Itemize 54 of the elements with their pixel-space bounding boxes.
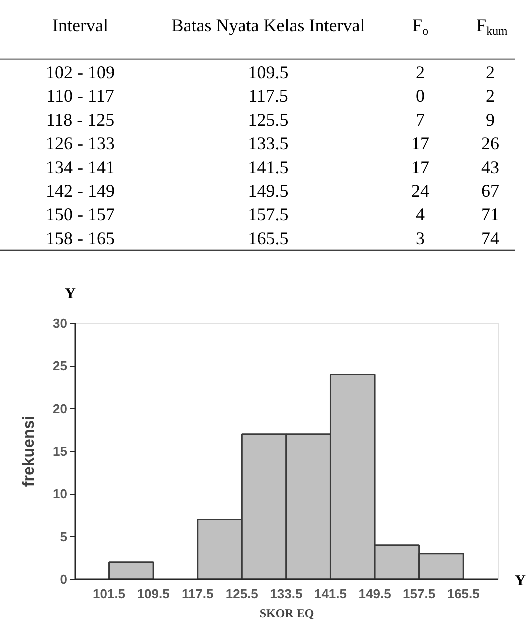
data-label: 2 bbox=[416, 62, 425, 82]
y-tick-label: 15 bbox=[53, 444, 68, 459]
data-label: 4 bbox=[416, 204, 425, 225]
category-label: 102 - 109 bbox=[46, 62, 116, 82]
x-tick-label: 125.5 bbox=[226, 586, 258, 602]
data-label: 3 bbox=[416, 228, 425, 248]
data-label: 67 bbox=[482, 181, 500, 201]
x-tick-label: 101.5 bbox=[93, 586, 126, 602]
y-tick-label: 25 bbox=[53, 358, 68, 374]
data-label: 0 bbox=[416, 86, 425, 106]
data-label: 2 bbox=[486, 62, 495, 82]
data-label: 157.5 bbox=[248, 204, 289, 225]
y-tick-label: 0 bbox=[60, 572, 68, 587]
data-label: 2 bbox=[486, 86, 495, 106]
x-tick-label: 141.5 bbox=[314, 586, 348, 602]
data-label: 141.5 bbox=[248, 157, 289, 178]
y-tick-label: 30 bbox=[53, 316, 68, 331]
category-label: 110 - 117 bbox=[46, 86, 114, 106]
data-label: 26 bbox=[482, 134, 500, 154]
category-label: 142 - 149 bbox=[46, 181, 116, 201]
y-tick-label: 5 bbox=[60, 529, 68, 544]
category-label: 118 - 125 bbox=[46, 110, 115, 130]
y-axis-title: frekuensi bbox=[21, 416, 38, 488]
text: Interval bbox=[52, 16, 108, 36]
x-tick-label: 109.5 bbox=[137, 586, 170, 602]
data-label: 133.5 bbox=[248, 134, 289, 154]
x-tick-label: 165.5 bbox=[447, 586, 480, 602]
data-label: 43 bbox=[482, 157, 500, 178]
category-label: 126 - 133 bbox=[46, 134, 116, 154]
x-tick-label: 149.5 bbox=[358, 586, 392, 602]
category-label: 150 - 157 bbox=[46, 204, 116, 225]
y-tick-label: 10 bbox=[53, 486, 68, 502]
data-label: 9 bbox=[486, 110, 495, 130]
text: Y bbox=[515, 574, 526, 590]
data-label: 109.5 bbox=[248, 62, 289, 82]
data-label: 17 bbox=[412, 157, 430, 178]
data-label: 17 bbox=[412, 134, 430, 154]
text: Y bbox=[65, 286, 76, 302]
category-label: 134 - 141 bbox=[46, 157, 116, 178]
data-label: 71 bbox=[482, 204, 500, 225]
data-label: 24 bbox=[412, 181, 430, 201]
data-label: 165.5 bbox=[248, 228, 289, 248]
data-label: 74 bbox=[482, 228, 500, 248]
x-axis-title: SKOR EQ bbox=[260, 606, 314, 620]
x-tick-label: 157.5 bbox=[403, 586, 436, 602]
data-label: 149.5 bbox=[248, 181, 289, 201]
series-label: Batas Nyata Kelas Interval bbox=[172, 16, 366, 36]
data-label: 125.5 bbox=[248, 110, 289, 130]
data-label: 7 bbox=[416, 110, 425, 130]
x-tick-label: 133.5 bbox=[270, 586, 303, 602]
x-tick-label: 117.5 bbox=[182, 586, 214, 602]
data-label: 117.5 bbox=[248, 86, 288, 106]
y-tick-label: 20 bbox=[53, 401, 68, 416]
category-label: 158 - 165 bbox=[46, 228, 116, 248]
